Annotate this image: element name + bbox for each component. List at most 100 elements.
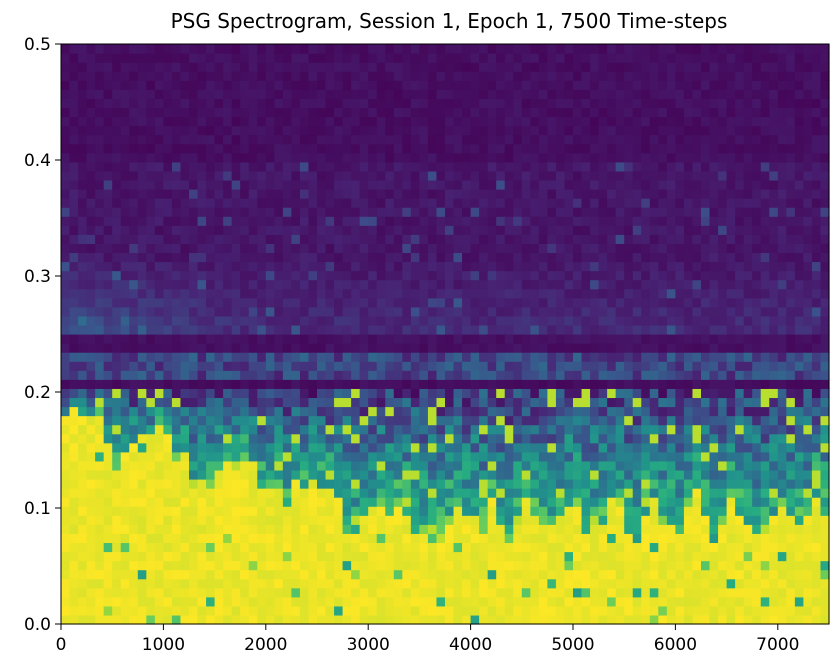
heatmap-cell	[180, 179, 190, 190]
heatmap-cell	[171, 515, 182, 525]
heatmap-cell	[624, 352, 634, 362]
heatmap-cell	[385, 352, 395, 362]
heatmap-cell	[95, 279, 105, 290]
heatmap-cell	[692, 334, 702, 344]
heatmap-cell	[223, 433, 233, 444]
heatmap-cell	[470, 116, 480, 127]
heatmap-cell	[351, 252, 361, 263]
heatmap-cell	[163, 216, 173, 226]
heatmap-cell	[573, 587, 583, 598]
heatmap-cell	[69, 134, 79, 145]
heatmap-cell	[410, 315, 420, 326]
heatmap-cell	[163, 343, 173, 353]
heatmap-cell	[86, 415, 96, 426]
heatmap-cell	[308, 524, 318, 534]
heatmap-cell	[581, 53, 591, 63]
heatmap-cell	[385, 497, 395, 507]
heatmap-cell	[206, 306, 216, 317]
heatmap-cell	[248, 460, 258, 471]
heatmap-cell	[683, 288, 694, 299]
heatmap-cell	[419, 189, 429, 199]
heatmap-cell	[513, 533, 523, 544]
heatmap-cell	[410, 207, 420, 217]
heatmap-cell	[214, 361, 224, 371]
heatmap-cell	[555, 578, 566, 589]
heatmap-cell	[171, 569, 182, 580]
heatmap-cell	[632, 334, 642, 344]
heatmap-cell	[282, 578, 292, 589]
heatmap-cell	[718, 433, 728, 444]
heatmap-cell	[120, 207, 130, 217]
heatmap-cell	[538, 515, 548, 525]
heatmap-cell	[376, 497, 386, 507]
heatmap-cell	[564, 306, 574, 317]
heatmap-cell	[453, 143, 463, 154]
heatmap-cell	[419, 560, 429, 571]
heatmap-cell	[69, 524, 79, 534]
heatmap-cell	[299, 179, 310, 190]
heatmap-cell	[282, 189, 292, 199]
heatmap-cell	[487, 379, 497, 389]
heatmap-cell	[248, 225, 258, 235]
heatmap-cell	[385, 388, 395, 399]
heatmap-cell	[317, 488, 327, 498]
heatmap-cell	[69, 288, 79, 299]
heatmap-cell	[291, 270, 301, 281]
heatmap-cell	[573, 189, 583, 199]
heatmap-cell	[453, 152, 463, 163]
heatmap-cell	[666, 488, 676, 498]
heatmap-cell	[351, 53, 361, 63]
heatmap-cell	[197, 533, 207, 544]
heatmap-cell	[521, 98, 531, 109]
heatmap-cell	[299, 388, 310, 399]
heatmap-cell	[513, 578, 523, 589]
heatmap-cell	[257, 370, 267, 380]
heatmap-cell	[368, 397, 378, 408]
heatmap-cell	[393, 451, 403, 462]
heatmap-cell	[171, 479, 182, 489]
heatmap-cell	[479, 288, 489, 299]
heatmap-cell	[282, 44, 292, 54]
heatmap-cell	[564, 44, 574, 54]
heatmap-cell	[385, 161, 395, 172]
heatmap-cell	[487, 605, 497, 616]
heatmap-cell	[163, 334, 173, 344]
heatmap-cell	[351, 415, 361, 426]
heatmap-cell	[530, 388, 540, 399]
heatmap-cell	[78, 179, 88, 190]
heatmap-cell	[513, 134, 523, 145]
heatmap-cell	[393, 161, 403, 172]
heatmap-cell	[154, 469, 164, 480]
heatmap-cell	[649, 488, 659, 498]
heatmap-cell	[530, 406, 540, 417]
heatmap-cell	[154, 179, 164, 190]
heatmap-cell	[120, 179, 130, 190]
heatmap-cell	[564, 107, 574, 118]
heatmap-cell	[69, 424, 79, 435]
heatmap-cell	[103, 297, 113, 308]
heatmap-cell	[718, 614, 728, 625]
heatmap-cell	[547, 424, 557, 435]
heatmap-cell	[86, 306, 96, 317]
heatmap-cell	[513, 460, 523, 471]
heatmap-cell	[265, 451, 275, 462]
heatmap-cell	[718, 488, 728, 498]
heatmap-cell	[427, 469, 438, 480]
heatmap-cell	[496, 352, 506, 362]
heatmap-cell	[666, 469, 676, 480]
heatmap-cell	[385, 243, 395, 254]
heatmap-cell	[521, 288, 531, 299]
heatmap-cell	[61, 451, 71, 462]
heatmap-cell	[393, 578, 403, 589]
heatmap-cell	[632, 143, 642, 154]
heatmap-cell	[607, 71, 617, 81]
heatmap-cell	[154, 198, 164, 208]
heatmap-cell	[658, 415, 668, 426]
heatmap-cell	[675, 53, 685, 63]
heatmap-cell	[78, 388, 88, 399]
heatmap-cell	[641, 225, 651, 235]
heatmap-cell	[189, 370, 199, 380]
heatmap-cell	[573, 71, 583, 81]
heatmap-cell	[658, 315, 668, 326]
heatmap-cell	[581, 488, 591, 498]
